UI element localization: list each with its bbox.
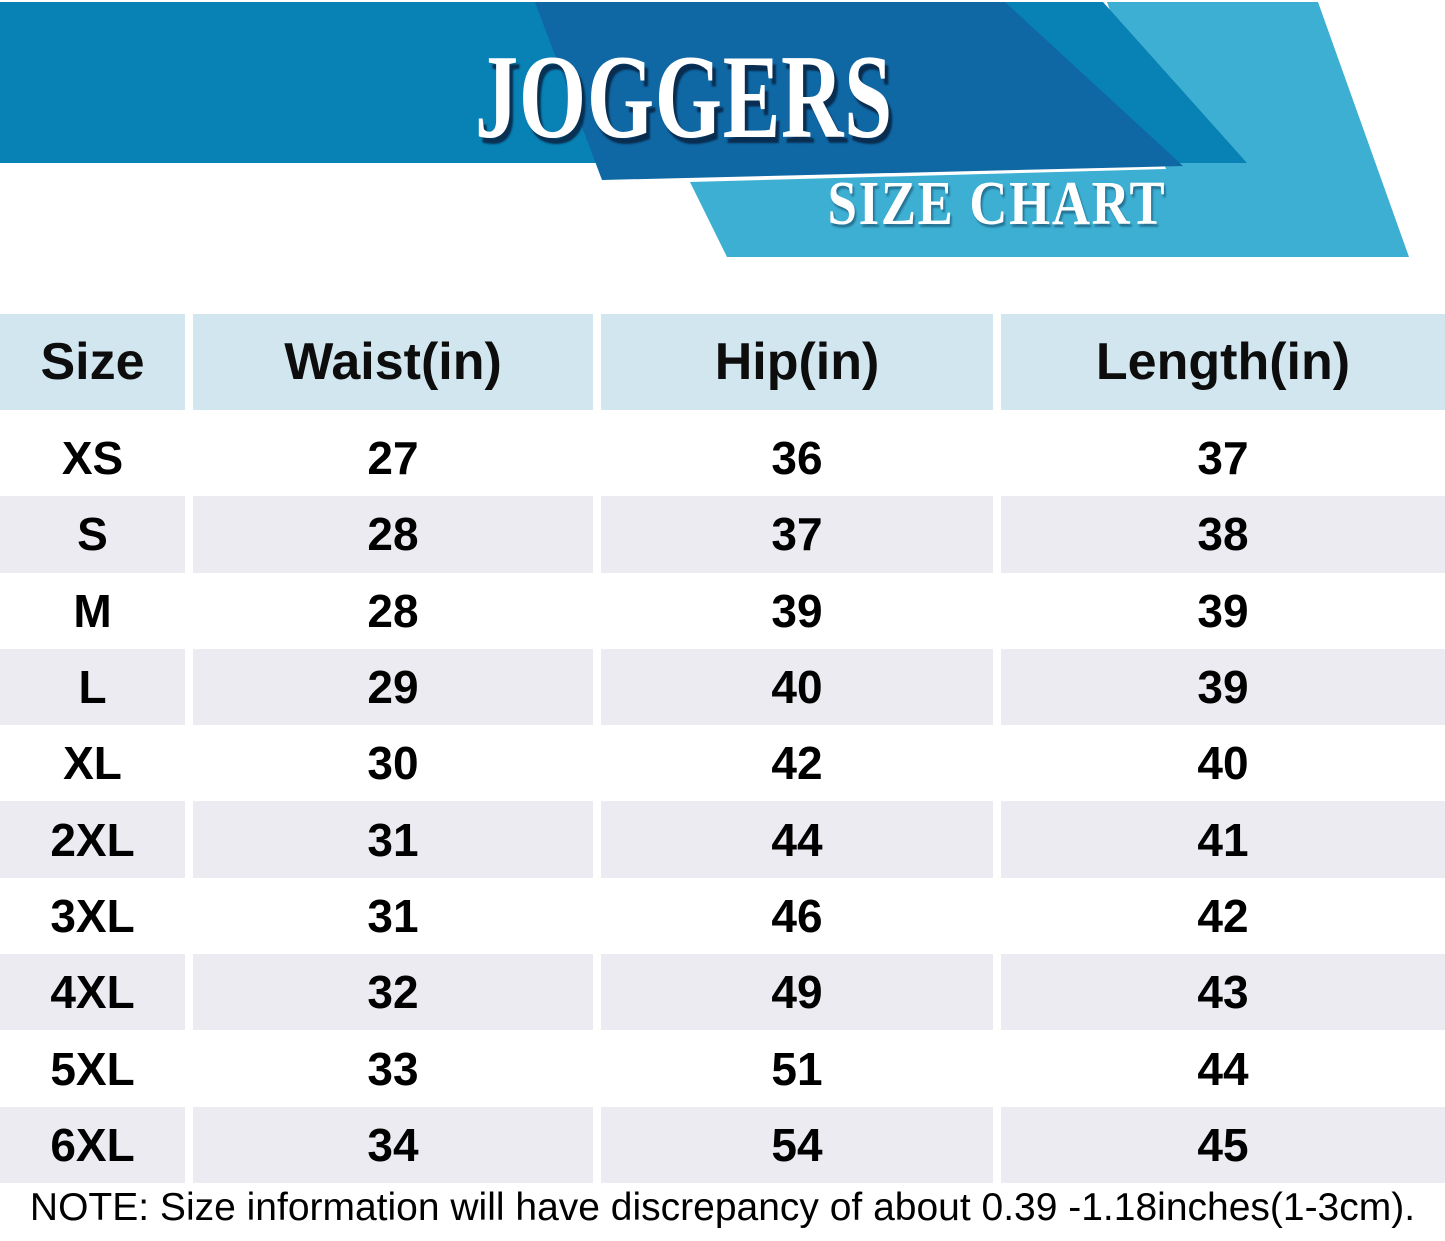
table-row: S 28 37 38 (0, 496, 1445, 573)
cell-hip: 36 (771, 432, 823, 485)
cell-length: 39 (1001, 648, 1445, 726)
cell-hip: 46 (771, 889, 823, 942)
cell-length: 43 (1001, 954, 1445, 1031)
cell-waist: 34 (193, 1106, 593, 1183)
cell-size: XS (61, 432, 124, 485)
cell-waist: 31 (193, 801, 593, 878)
cell-waist: 30 (367, 737, 419, 790)
cell-hip: 54 (601, 1106, 993, 1183)
table-body: XS 27 36 37 S 28 37 38 M 28 39 39 L 29 4… (0, 420, 1445, 1183)
cell-waist: 32 (193, 954, 593, 1031)
cell-size: 5XL (50, 1042, 135, 1095)
cell-waist: 33 (367, 1042, 419, 1095)
table-row: M 28 39 39 (0, 573, 1445, 649)
column-header-size: Size (0, 314, 185, 410)
cell-length: 37 (1197, 432, 1249, 485)
table-row: XL 30 42 40 (0, 725, 1445, 801)
cell-length: 44 (1197, 1042, 1249, 1095)
cell-waist: 28 (193, 496, 593, 573)
cell-hip: 44 (601, 801, 993, 878)
cell-hip: 37 (601, 496, 993, 573)
cell-length: 40 (1197, 737, 1249, 790)
banner-shape-navy (535, 2, 1183, 180)
cell-waist: 29 (193, 648, 593, 726)
cell-hip: 51 (771, 1042, 823, 1095)
cell-hip: 42 (771, 737, 823, 790)
banner-title: JOGGERS (475, 30, 893, 163)
cell-size: 3XL (50, 889, 135, 942)
cell-size: 6XL (0, 1106, 185, 1183)
table-row: 3XL 31 46 42 (0, 878, 1445, 954)
cell-size: M (73, 584, 112, 637)
cell-length: 45 (1001, 1106, 1445, 1183)
cell-hip: 39 (771, 584, 823, 637)
cell-length: 41 (1001, 801, 1445, 878)
banner-subtitle: SIZE CHART (827, 170, 1167, 238)
column-header-length: Length(in) (1001, 314, 1445, 410)
cell-waist: 27 (367, 432, 419, 485)
cell-length: 38 (1001, 496, 1445, 573)
table-row: 4XL 32 49 43 (0, 954, 1445, 1031)
table-row: L 29 40 39 (0, 648, 1445, 726)
cell-length: 42 (1197, 889, 1249, 942)
cell-size: 2XL (0, 801, 185, 878)
table-row: 5XL 33 51 44 (0, 1030, 1445, 1106)
size-table-header: Size Waist(in) Hip(in) Length(in) (0, 314, 1445, 410)
column-header-hip: Hip(in) (601, 314, 993, 410)
cell-hip: 49 (601, 954, 993, 1031)
banner-shape-light (690, 2, 1409, 257)
note-text: NOTE: Size information will have discrep… (29, 1186, 1416, 1229)
table-row: XS 27 36 37 (0, 420, 1445, 496)
table-row: 6XL 34 54 45 (0, 1106, 1445, 1183)
cell-size: XL (63, 737, 122, 790)
banner: JOGGERS SIZE CHART (0, 0, 1445, 290)
cell-size: S (0, 496, 185, 573)
cell-length: 39 (1197, 584, 1249, 637)
cell-hip: 40 (601, 648, 993, 726)
cell-size: L (0, 648, 185, 726)
cell-size: 4XL (0, 954, 185, 1031)
cell-waist: 31 (367, 889, 419, 942)
column-header-waist: Waist(in) (193, 314, 593, 410)
table-row: 2XL 31 44 41 (0, 801, 1445, 878)
cell-waist: 28 (367, 584, 419, 637)
